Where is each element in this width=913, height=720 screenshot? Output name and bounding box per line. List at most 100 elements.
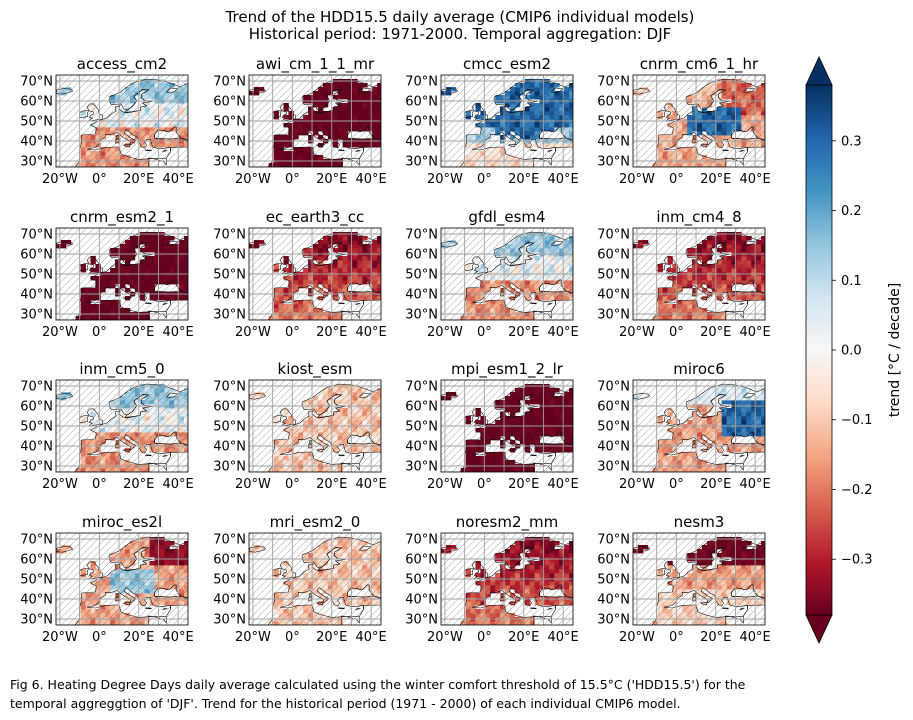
coast-outline [471,256,489,275]
coast-outline [700,297,708,301]
coast-outline [769,281,777,294]
coast-outline [56,88,74,95]
lon-tick-label: 40°E [740,477,771,492]
lon-tick-label: 0° [92,325,107,340]
panel-frame [55,532,189,626]
map-panel: inm_cm4_870°N60°N50°N40°N30°N20°W 0° 20°E 4… [597,208,777,340]
coast-outline [355,454,361,458]
coast-outline [358,87,372,94]
coast-outline [145,149,152,152]
coast-outline [701,242,732,266]
coast-outline [145,454,152,457]
lon-tick-label: 20°E [123,325,154,340]
coast-outline [154,279,182,293]
panel-title: ec_earth3_cc [266,208,365,227]
lon-tick-label: 20°W [42,630,78,645]
coast-outline [701,394,732,418]
coast-outline [385,128,393,141]
coast-outline [123,449,131,453]
gridlines [249,228,381,320]
lat-tick-label: 60°N [20,400,53,415]
coast-outline [56,241,74,248]
lat-tick-label: 60°N [405,400,438,415]
lat-tick-label: 40°N [213,440,246,455]
coast-outline [56,546,74,553]
lon-tick-label: 20°W [427,325,463,340]
coast-outline [700,449,708,453]
coast-outline [86,256,104,275]
lon-tick-label: 20°E [700,325,731,340]
lat-tick-label: 30°N [20,460,53,475]
coast-outline [539,126,567,140]
lat-tick-label: 70°N [405,228,438,243]
coast-outline [279,408,297,427]
coast-outline [86,103,104,122]
lat-tick-label: 30°N [213,460,246,475]
coast-outline [722,454,729,457]
coast-outline [347,279,375,293]
lat-tick-label: 40°N [213,288,246,303]
coast-outline [124,89,155,113]
lat-tick-label: 30°N [213,613,246,628]
lat-tick-label: 60°N [213,248,246,263]
coast-outline [123,297,131,301]
gridlines [249,380,381,472]
coast-outline [355,607,361,611]
coast-outline [308,134,312,139]
coast-outline [192,128,200,141]
coast-outline [663,256,681,275]
coast-outline [508,297,516,301]
lat-tick-label: 50°N [213,420,246,435]
lon-tick-label: 20°W [619,172,655,187]
coast-outline [116,592,119,597]
lon-tick-label: 40°E [548,477,579,492]
coast-outline [577,128,585,141]
gridlines [633,380,765,472]
coast-outline [722,149,729,152]
coast-outline [162,454,168,458]
lat-tick-label: 60°N [405,95,438,110]
lat-tick-label: 30°N [213,308,246,323]
coast-outline [123,602,131,606]
coast-outline [547,302,553,306]
lat-tick-label: 30°N [405,308,438,323]
coast-outline [692,287,696,292]
lon-tick-label: 40°E [163,325,194,340]
lon-tick-label: 20°E [508,172,539,187]
lon-tick-label: 0° [285,630,300,645]
lon-tick-label: 40°E [548,325,579,340]
coast-outline [539,431,567,445]
coast-outline [508,144,516,148]
coast-outline [124,394,155,418]
lat-tick-label: 60°N [20,95,53,110]
panel-frame [55,379,189,473]
coast-outline [577,433,585,446]
coast-outline [530,302,537,305]
lon-tick-label: 20°E [700,172,731,187]
panel-frame [440,379,574,473]
coast-outline [317,547,348,571]
panel-title: mpi_esm1_2_lr [451,360,564,379]
coast-outline [317,242,348,266]
lon-tick-label: 20°W [235,172,271,187]
coast-outline [769,128,777,141]
coast-outline [192,586,200,599]
gridlines [56,228,188,320]
lon-tick-label: 20°W [42,325,78,340]
lat-tick-label: 50°N [213,268,246,283]
coast-outline [249,88,267,95]
lat-tick-label: 70°N [20,380,53,395]
lon-tick-label: 20°E [123,172,154,187]
lon-tick-label: 0° [92,172,107,187]
map-panel: cnrm_esm2_170°N60°N50°N40°N30°N20°W 0° 20°… [20,208,194,340]
panel-frame [440,227,574,321]
lon-tick-label: 20°E [508,477,539,492]
coast-outline [317,394,348,418]
lon-tick-label: 0° [285,325,300,340]
coast-outline [742,240,756,247]
